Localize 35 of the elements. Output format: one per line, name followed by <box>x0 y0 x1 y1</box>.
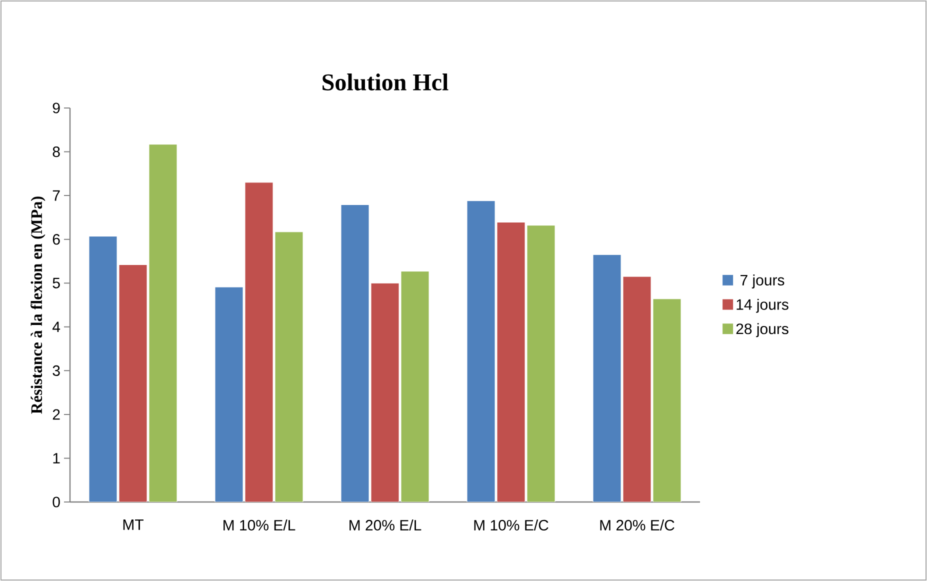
bar <box>244 182 274 502</box>
bar <box>592 254 622 502</box>
x-tick-label: M 20% E/C <box>600 520 674 531</box>
y-tick-label: 0 <box>52 496 60 508</box>
chart-title: Solution Hcl <box>322 74 448 91</box>
bar <box>88 236 118 502</box>
bar <box>274 232 304 502</box>
bar <box>526 225 556 502</box>
bar <box>496 222 526 502</box>
bar <box>466 200 496 502</box>
bar <box>340 204 370 502</box>
y-tick-label: 7 <box>52 190 60 201</box>
bar <box>148 144 178 502</box>
bar <box>652 298 682 502</box>
bar <box>622 276 652 502</box>
legend-label: 7 jours <box>740 274 784 288</box>
y-tick-label: 4 <box>52 322 60 332</box>
bar <box>400 271 430 502</box>
y-tick-label: 1 <box>53 453 60 464</box>
bar <box>214 286 244 502</box>
x-tick-label: M 10% E/C <box>474 520 548 531</box>
legend-label: 14 jours <box>736 298 788 313</box>
y-tick-label: 5 <box>52 278 60 288</box>
y-tick-label: 3 <box>52 365 60 376</box>
y-tick-label: 9 <box>52 102 60 114</box>
x-tick-label: M 10% E/L <box>224 520 296 531</box>
legend-label: 28 jours <box>736 323 788 338</box>
y-axis-title: Résistance à la flexion en (MPa) <box>30 196 46 414</box>
y-tick-label: 8 <box>52 146 60 158</box>
y-tick-label: 2 <box>52 409 60 420</box>
y-tick-label: 6 <box>52 234 60 245</box>
x-tick-label: M 20% E/L <box>350 520 422 531</box>
bar <box>118 264 148 502</box>
bar <box>370 282 400 502</box>
x-tick-label: MT <box>123 520 144 530</box>
